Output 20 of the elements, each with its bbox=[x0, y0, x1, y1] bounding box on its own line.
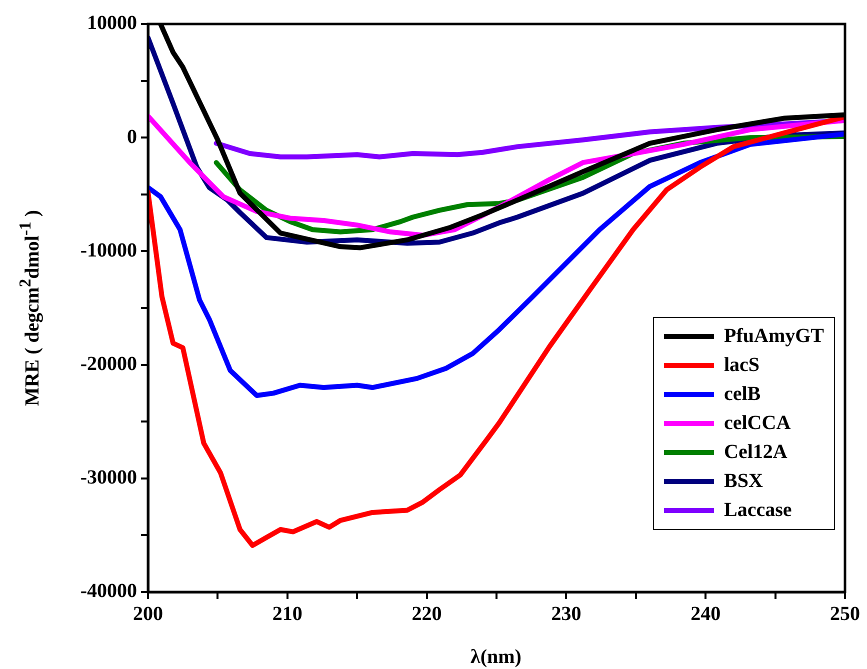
legend-label: lacS bbox=[724, 354, 760, 377]
legend-label: PfuAmyGT bbox=[724, 325, 824, 348]
y-tick-label: -20000 bbox=[80, 352, 137, 375]
y-tick-label: -30000 bbox=[80, 466, 137, 489]
y-tick-label: -40000 bbox=[80, 580, 137, 602]
y-tick-label: 0 bbox=[127, 126, 137, 148]
y-tick-label: 10000 bbox=[87, 12, 137, 34]
x-tick-label: 250 bbox=[830, 603, 860, 626]
x-axis-title: λ(nm) bbox=[470, 646, 522, 669]
legend-label: celCCA bbox=[724, 412, 791, 435]
x-tick-label: 220 bbox=[412, 603, 442, 626]
x-tick-label: 210 bbox=[272, 603, 302, 626]
y-tick-label: -10000 bbox=[80, 239, 137, 262]
legend-label: celB bbox=[724, 383, 761, 406]
x-tick-label: 230 bbox=[551, 603, 582, 626]
x-tick-label: 240 bbox=[690, 603, 721, 626]
x-tick-label: 200 bbox=[133, 603, 163, 626]
legend-label: Cel12A bbox=[724, 441, 788, 464]
legend-label: BSX bbox=[724, 470, 763, 493]
legend-label: Laccase bbox=[724, 499, 792, 522]
